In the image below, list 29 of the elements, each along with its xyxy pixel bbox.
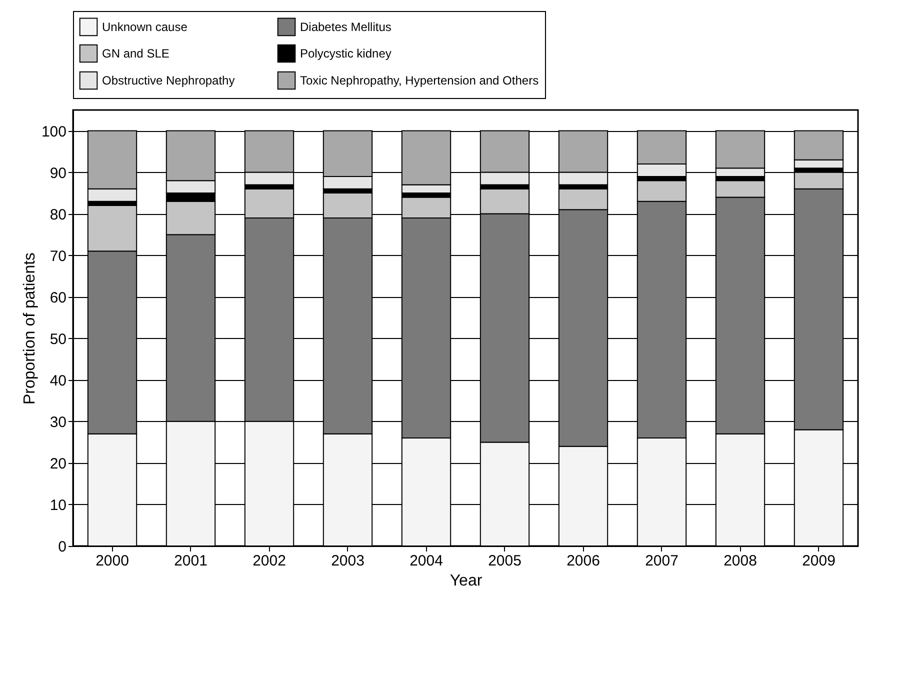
x-tick-label: 2009 <box>802 552 836 570</box>
y-tick-label: 20 <box>50 455 66 472</box>
legend-label: Unknown cause <box>102 20 188 34</box>
y-tick-label: 0 <box>58 538 66 556</box>
x-tick-label: 2001 <box>174 552 208 570</box>
y-axis-title: Proportion of patients <box>21 252 38 405</box>
legend-label: Polycystic kidney <box>300 46 392 60</box>
legend-label: Obstructive Nephropathy <box>102 74 235 88</box>
y-tick-label: 90 <box>50 164 66 182</box>
x-tick-label: 2007 <box>645 552 678 570</box>
y-tick-label: 40 <box>50 372 66 390</box>
x-tick-label: 2005 <box>488 552 522 570</box>
legend-label: Toxic Nephropathy, Hypertension and Others <box>300 74 539 88</box>
y-tick-label: 80 <box>50 206 66 224</box>
y-tick-label: 10 <box>50 496 66 514</box>
y-tick-label: 70 <box>50 248 66 265</box>
y-tick-label: 30 <box>50 414 66 431</box>
x-tick-label: 2003 <box>331 552 364 570</box>
legend-label: GN and SLE <box>102 46 170 60</box>
y-tick-label: 60 <box>50 289 66 306</box>
x-axis-title: Year <box>450 572 483 590</box>
x-tick-label: 2000 <box>96 552 129 570</box>
x-tick-label: 2004 <box>410 552 443 570</box>
legend-label: Diabetes Mellitus <box>300 20 392 34</box>
y-tick-label: 50 <box>50 330 66 348</box>
y-tick-label: 100 <box>41 123 66 140</box>
x-tick-label: 2006 <box>566 552 600 570</box>
x-tick-label: 2008 <box>724 552 757 570</box>
x-tick-label: 2002 <box>252 552 286 570</box>
